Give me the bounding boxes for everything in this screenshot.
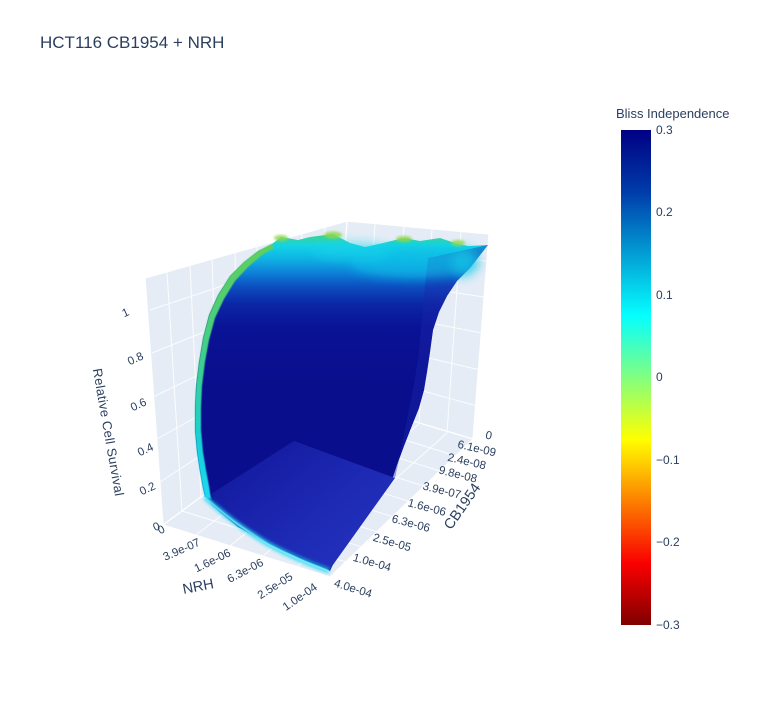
colorbar-tick: 0 [656, 370, 663, 384]
y-tick: 2.5e-05 [371, 532, 412, 554]
x-tick: 1.6e-06 [193, 547, 233, 575]
surface-green-edge [195, 244, 274, 499]
cyan-band-glow [312, 242, 392, 260]
z-tick: 1 [120, 306, 131, 320]
front-edge-cyan-core [204, 496, 330, 572]
colorbar-tick: −0.3 [656, 618, 680, 632]
x-tick: 0 [156, 524, 167, 538]
z-tick: 0.6 [129, 396, 149, 414]
y-tick: 1.0e-04 [351, 552, 392, 574]
surface [195, 231, 488, 574]
z-tick: 0 [151, 520, 162, 534]
y-tick: 6.3e-06 [390, 513, 431, 535]
cyan-band-glow [452, 246, 476, 278]
colorbar-tick: −0.2 [656, 535, 680, 549]
z-tick: 0.8 [126, 350, 146, 368]
y-tick: 1.6e-06 [406, 497, 447, 519]
x-tick: 6.3e-06 [226, 557, 266, 586]
colorbar-tick: 0.3 [656, 123, 673, 137]
ridge-green-accents [274, 231, 465, 246]
chart-title: HCT116 CB1954 + NRH [40, 33, 225, 52]
colorbar-gradient [621, 130, 651, 625]
z-axis-title: Relative Cell Survival [90, 367, 127, 497]
surface-floor-plateau [211, 441, 395, 569]
colorbar-title: Bliss Independence [616, 106, 730, 121]
z-tick: 0.2 [138, 480, 158, 498]
x-tick: 3.9e-07 [162, 537, 203, 564]
colorbar-tick: 0.2 [656, 205, 673, 219]
x-axis-title: NRH [181, 576, 215, 598]
colorbar-tick: 0.1 [656, 288, 673, 302]
surface-right-flank [393, 245, 488, 478]
y-tick: 3.9e-07 [421, 481, 462, 502]
y-tick: 4.0e-04 [332, 578, 373, 601]
z-tick: 0.4 [136, 441, 156, 459]
colorbar-tick: −0.1 [656, 453, 680, 467]
y-tick: 0 [484, 430, 493, 443]
